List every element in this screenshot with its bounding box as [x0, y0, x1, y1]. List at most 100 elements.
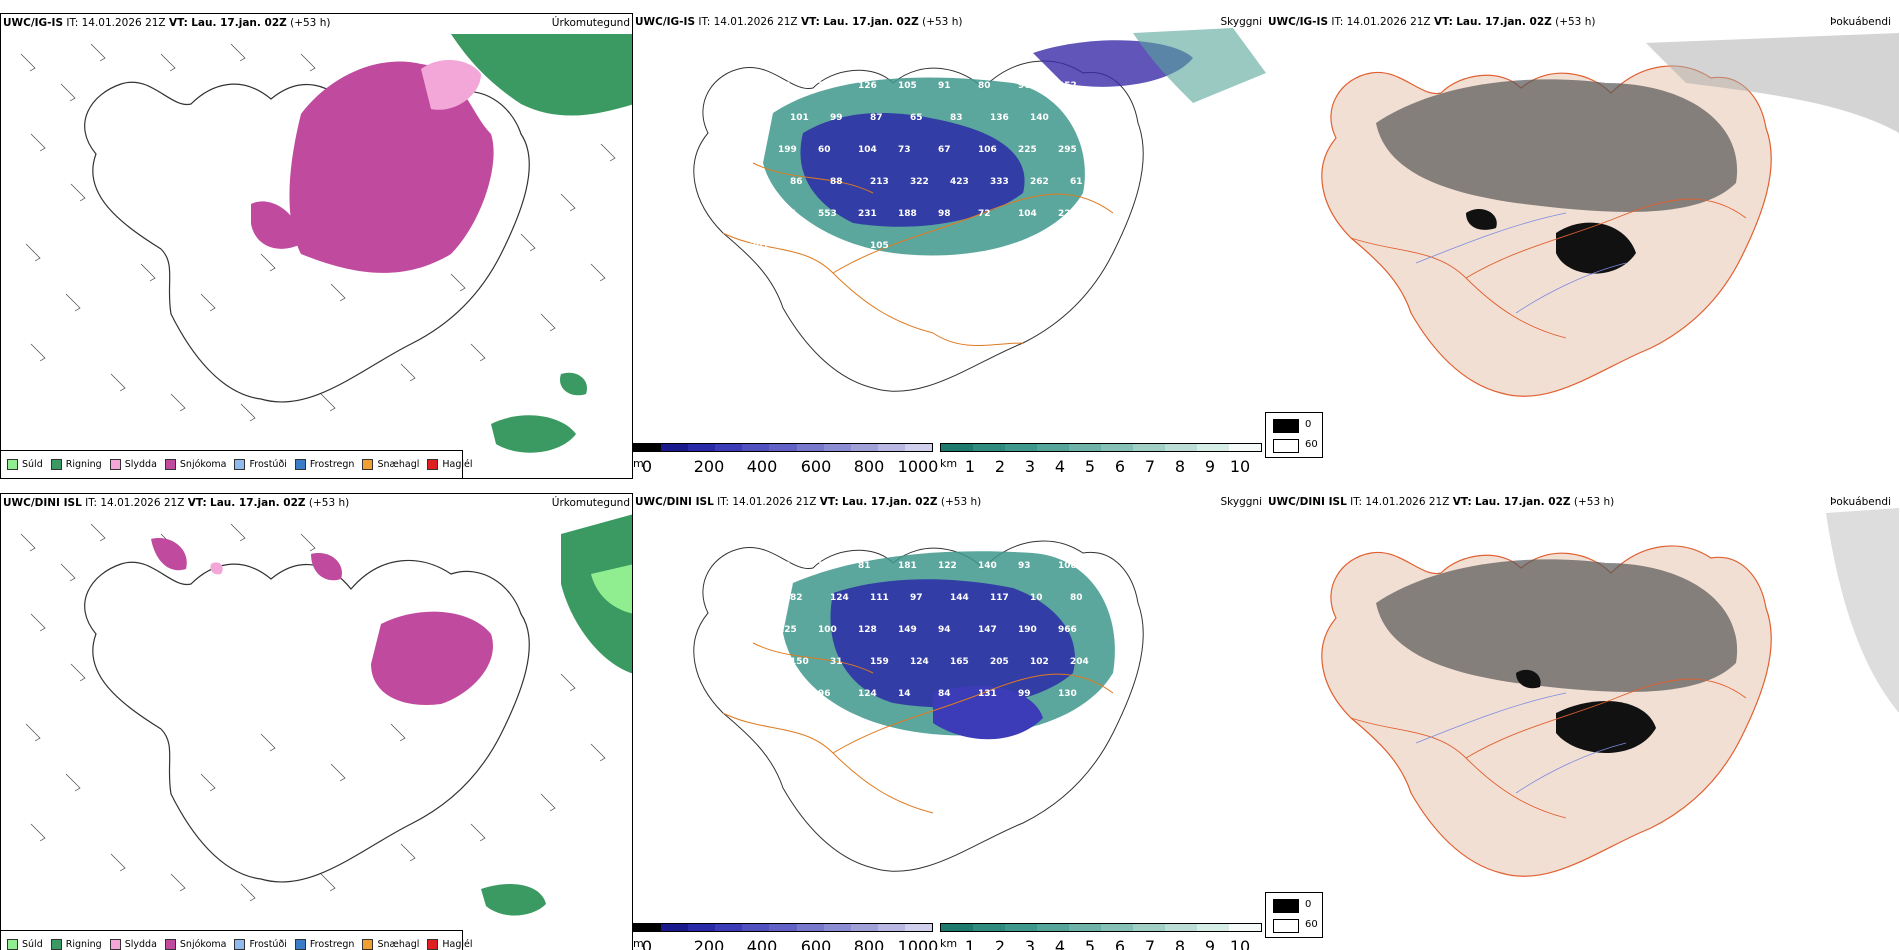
cloud-base-value: 88	[830, 177, 843, 187]
field-name: Skyggni	[1220, 16, 1263, 28]
rivers	[1415, 692, 1627, 794]
cloud-base-value: 213	[870, 177, 889, 187]
cloud-base-value: 66	[750, 593, 763, 603]
legend-item: Rigning	[50, 459, 102, 470]
cloud-base-value: 72	[978, 209, 991, 219]
cloud-base-value: 188	[898, 209, 917, 219]
legend-item: Snjókoma	[164, 939, 226, 950]
cloud-base-value: 86	[790, 177, 803, 187]
tick: 0	[641, 457, 653, 476]
precip-map	[20, 514, 632, 916]
legend-item: Frostúði	[234, 939, 287, 950]
cloud-base-value: 159	[870, 657, 889, 667]
tick: 2	[994, 937, 1006, 950]
fog-panel-row1: UWC/IG-IS IT: 14.01.2026 21Z VT: Lau. 17…	[1266, 13, 1899, 479]
tick: 1000	[897, 457, 939, 476]
cloud-base-value: 20	[778, 561, 791, 571]
tick: 600	[800, 937, 832, 950]
cloud-base-value: 423	[950, 177, 969, 187]
cloud-base-value: 272	[738, 81, 757, 91]
precip-map	[20, 34, 632, 453]
panel-header: UWC/IG-IS IT: 14.01.2026 21Z VT: Lau. 17…	[3, 17, 331, 29]
cloud-base-value: 73	[898, 145, 911, 155]
roads	[722, 642, 1114, 814]
cloud-base-value: 124	[858, 689, 877, 699]
km-unit: km	[940, 937, 958, 950]
tick: 6	[1114, 937, 1126, 950]
cloud-base-value: 144	[950, 593, 969, 603]
cloud-base-value: 97	[910, 593, 923, 603]
cloud-base-value: 201	[750, 241, 769, 251]
fog-swatch-white	[1273, 919, 1299, 933]
rain-area	[451, 34, 632, 116]
cloud-base-value: 966	[1058, 625, 1077, 635]
cloud-base-value: 333	[990, 177, 1009, 187]
panel-header: UWC/DINI ISL IT: 14.01.2026 21Z VT: Lau.…	[3, 497, 350, 509]
tick: 7	[1144, 937, 1156, 950]
cloud-base-value: 105	[870, 241, 889, 251]
fog-panel-row2: UWC/DINI ISL IT: 14.01.2026 21Z VT: Lau.…	[1266, 493, 1899, 950]
cloud-base-value: 83	[950, 113, 963, 123]
cloud-base-value: 82	[790, 593, 803, 603]
cloud-base-value: 91	[938, 81, 951, 91]
cloud-base-value: 165	[950, 657, 969, 667]
cloud-base-value: 283	[750, 657, 769, 667]
cloud-base-value: 126	[858, 81, 877, 91]
wind-barbs	[20, 523, 616, 902]
km-colorbar: km 1 2 3 4 5 6 7 8 9 10	[940, 923, 1262, 950]
field-name: Úrkomutegund	[551, 497, 630, 509]
fog-dark	[1376, 559, 1738, 692]
cloud-base-value: 252	[1058, 81, 1077, 91]
tick: 6	[1114, 457, 1126, 476]
height-unit: m	[633, 937, 644, 950]
legend-item: Frostúði	[234, 459, 287, 470]
rain-area	[561, 514, 632, 674]
legend-item: Slydda	[109, 939, 157, 950]
cloud-base-value: 111	[870, 593, 889, 603]
snow-area	[371, 611, 493, 705]
cloud-base-value: 205	[990, 657, 1009, 667]
tick: 1	[964, 937, 976, 950]
cloud-base-value: 111	[738, 209, 757, 219]
cloud-base-value: 83	[778, 81, 791, 91]
legend-item: Súld	[7, 459, 43, 470]
cloud-base-value: 260	[830, 241, 849, 251]
cloud-base-value: 87	[870, 113, 883, 123]
fog-legend-row1: 0 60	[1265, 412, 1323, 458]
tick: 200	[693, 457, 725, 476]
cloud-base-value: 158	[790, 241, 809, 251]
fog-swatch-black	[1273, 419, 1299, 433]
cloud-base-value: 322	[910, 177, 929, 187]
tick: 1	[964, 457, 976, 476]
tick: 5	[1084, 457, 1096, 476]
tick: 600	[800, 457, 832, 476]
fog-black	[1556, 701, 1656, 753]
cloud-base-value: 190	[1018, 625, 1037, 635]
tick: 10	[1229, 457, 1251, 476]
tick: 400	[746, 937, 778, 950]
km-strip	[940, 443, 1262, 452]
fog-legend-label: 0	[1305, 419, 1312, 430]
tick: 9	[1204, 457, 1216, 476]
cloud-base-value: 111	[778, 209, 797, 219]
cloud-base-value: 204	[1070, 657, 1089, 667]
tick: 10	[1229, 937, 1251, 950]
cloud-base-value: 128	[858, 625, 877, 635]
clouds-map: 272 83 78 126 105 91 80 96 252 374 101 99 87 65 83 136 1…	[693, 28, 1266, 392]
cloud-base-value: 122	[938, 561, 957, 571]
cloud-base-blue	[830, 579, 1075, 708]
tick: 4	[1054, 937, 1066, 950]
legend-item: Haglél	[427, 939, 473, 950]
sleet-area	[421, 59, 481, 110]
precip-panel-row2: UWC/DINI ISL IT: 14.01.2026 21Z VT: Lau.…	[0, 493, 633, 950]
roads	[722, 162, 1114, 346]
legend-item: Súld	[7, 939, 43, 950]
tick: 0	[641, 937, 653, 950]
cloud-base-value: 262	[1030, 177, 1049, 187]
legend-item: Frostregn	[294, 939, 354, 950]
tick: 3	[1024, 937, 1036, 950]
fog-swatch-black	[1273, 899, 1299, 913]
cloud-base-value: 231	[858, 209, 877, 219]
drizzle-area	[591, 564, 632, 614]
cloud-base-value: 80	[978, 81, 991, 91]
